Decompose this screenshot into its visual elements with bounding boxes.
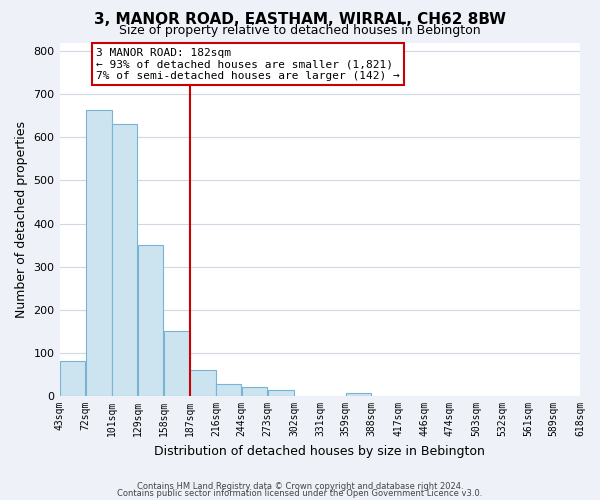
Bar [138,245,163,396]
Bar [268,390,293,396]
Bar [112,124,137,396]
Bar [242,388,268,396]
Bar [164,332,190,396]
Y-axis label: Number of detached properties: Number of detached properties [15,121,28,318]
Text: 3, MANOR ROAD, EASTHAM, WIRRAL, CH62 8BW: 3, MANOR ROAD, EASTHAM, WIRRAL, CH62 8BW [94,12,506,28]
Bar [60,360,85,396]
Bar [346,392,371,396]
Bar [190,370,216,396]
X-axis label: Distribution of detached houses by size in Bebington: Distribution of detached houses by size … [154,444,485,458]
Text: Contains HM Land Registry data © Crown copyright and database right 2024.: Contains HM Land Registry data © Crown c… [137,482,463,491]
Bar [86,110,112,396]
Text: Contains public sector information licensed under the Open Government Licence v3: Contains public sector information licen… [118,489,482,498]
Bar [217,384,241,396]
Text: Size of property relative to detached houses in Bebington: Size of property relative to detached ho… [119,24,481,37]
Text: 3 MANOR ROAD: 182sqm
← 93% of detached houses are smaller (1,821)
7% of semi-det: 3 MANOR ROAD: 182sqm ← 93% of detached h… [96,48,400,81]
